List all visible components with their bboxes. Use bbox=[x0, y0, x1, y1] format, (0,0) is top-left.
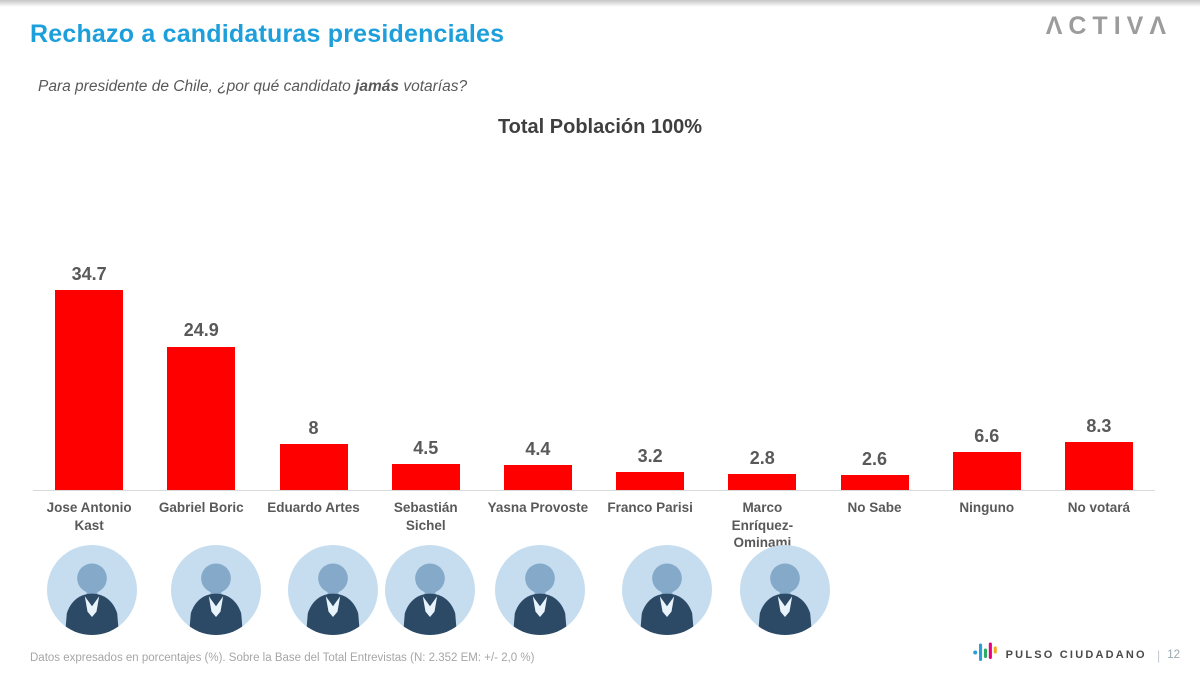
category-label: Ninguno bbox=[959, 500, 1015, 515]
category-label: Yasna Provoste bbox=[487, 500, 589, 515]
bar-value-label: 34.7 bbox=[71, 264, 107, 284]
bar-column: 8.3 bbox=[1043, 270, 1155, 490]
pulso-ciudadano-brand: PULSO CIUDADANO | 12 bbox=[972, 641, 1180, 669]
bar-column: 3.2 bbox=[594, 270, 706, 490]
category-label: Franco Parisi bbox=[607, 500, 693, 515]
candidate-photo bbox=[622, 545, 712, 635]
footer-brand-name: PULSO CIUDADANO bbox=[1005, 649, 1147, 661]
bar-value-label: 2.8 bbox=[749, 447, 775, 468]
chart-title: Total Población 100% bbox=[497, 116, 703, 138]
bar bbox=[279, 443, 348, 490]
bar bbox=[728, 473, 797, 490]
category-axis: Jose Antonio Kast Gabriel Boric Eduardo Ar… bbox=[33, 499, 1155, 552]
bar-value-label: 4.5 bbox=[413, 438, 439, 459]
candidate-photo bbox=[288, 545, 378, 635]
bar bbox=[55, 290, 124, 490]
page-number: 12 bbox=[1167, 649, 1180, 661]
candidate-photo bbox=[47, 545, 137, 635]
bar-column: 8 bbox=[257, 270, 369, 490]
page-title: Rechazo a candidaturas presidenciales bbox=[30, 20, 505, 48]
bar-value-label: 24.9 bbox=[183, 320, 219, 341]
bar bbox=[840, 475, 909, 490]
survey-question-suffix: votarías? bbox=[399, 78, 468, 95]
bar-value-label: 6.6 bbox=[974, 425, 1000, 446]
bar-column: 2.8 bbox=[706, 270, 818, 490]
bar bbox=[952, 452, 1021, 490]
bar bbox=[167, 346, 236, 490]
bar-column: 4.5 bbox=[370, 270, 482, 490]
bar bbox=[503, 464, 572, 490]
bar-chart: 34.7 24.9 8 4.5 4.4 3.2 2.8 2.6 6.6 8.3 bbox=[33, 264, 1155, 490]
survey-question-prefix: Para presidente de Chile, ¿por qué candi… bbox=[38, 78, 356, 95]
page-divider: | bbox=[1156, 647, 1161, 663]
candidate-photo bbox=[495, 545, 585, 635]
category-label: Sebastián Sichel bbox=[393, 500, 458, 533]
bar-value-label: 8.3 bbox=[1086, 416, 1112, 437]
category-label: Eduardo Artes bbox=[267, 500, 360, 515]
candidate-photo bbox=[171, 545, 261, 635]
bar-value-label: 3.2 bbox=[637, 445, 663, 466]
bar-value-label: 8 bbox=[308, 417, 319, 438]
survey-question: Para presidente de Chile, ¿por qué candi… bbox=[38, 78, 467, 96]
bar-column: 4.4 bbox=[482, 270, 594, 490]
candidate-photo bbox=[740, 545, 830, 635]
bar-column: 34.7 bbox=[33, 264, 145, 490]
category-label: No Sabe bbox=[847, 500, 902, 515]
candidate-photo bbox=[385, 545, 475, 635]
bar-value-label: 4.4 bbox=[525, 438, 551, 459]
bar bbox=[391, 464, 460, 490]
bar-column: 6.6 bbox=[931, 270, 1043, 490]
bar bbox=[1064, 442, 1133, 490]
top-edge-shadow bbox=[0, 0, 1200, 7]
category-label: Jose Antonio Kast bbox=[46, 500, 132, 533]
bar-value-label: 2.6 bbox=[862, 449, 888, 470]
category-label: No votará bbox=[1067, 500, 1131, 515]
footnote: Datos expresados en porcentajes (%). Sob… bbox=[30, 652, 535, 664]
category-label: Marco Enríquez-Ominami bbox=[731, 500, 794, 551]
category-label: Gabriel Boric bbox=[158, 500, 244, 515]
pulso-ciudadano-icon bbox=[972, 641, 998, 669]
bar-column: 24.9 bbox=[145, 270, 257, 490]
activa-logo: ΛCTIVΛ bbox=[1045, 12, 1172, 40]
x-axis-line bbox=[33, 490, 1155, 491]
bar-column: 2.6 bbox=[818, 270, 930, 490]
survey-question-emphasis: jamás bbox=[355, 78, 400, 95]
bar bbox=[616, 471, 685, 490]
